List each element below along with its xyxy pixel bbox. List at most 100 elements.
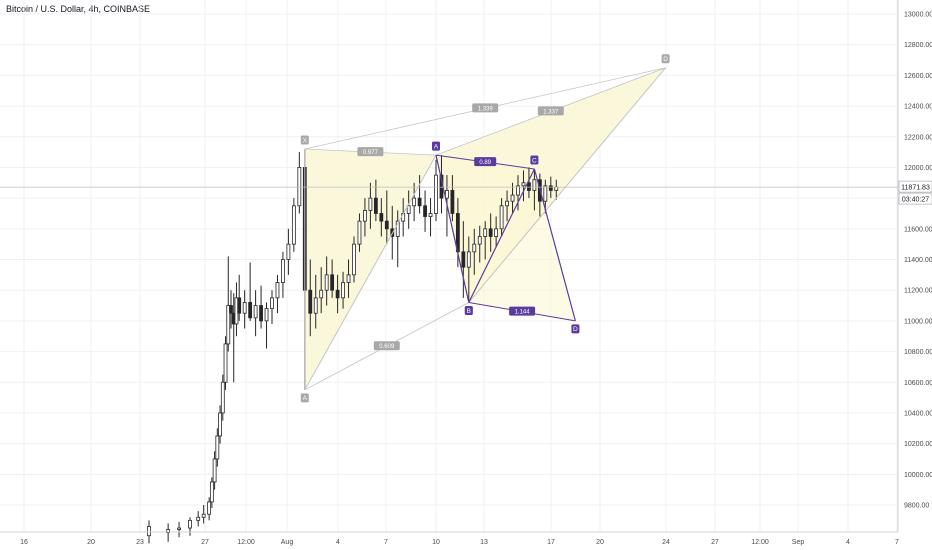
candle-body: [215, 435, 220, 460]
pattern-point-label-bg: [300, 135, 309, 145]
pattern-fill-bcd: [468, 168, 576, 321]
candle-body: [248, 302, 253, 319]
pattern-point-label-bg: [661, 54, 670, 64]
pattern-point-label-bg: [571, 324, 580, 334]
pattern-lines: [304, 67, 666, 391]
x-tick-label: 10: [432, 539, 440, 546]
candle-body: [212, 458, 217, 483]
candle-body: [286, 243, 291, 260]
candle-body: [445, 190, 449, 199]
candle-body: [373, 197, 378, 214]
candle-body: [308, 289, 313, 314]
y-tick-label: 11400.00: [904, 257, 932, 264]
y-tick-label: 12000.00: [904, 165, 932, 172]
y-tick-label: 10600.00: [904, 380, 932, 387]
candle-body: [346, 274, 351, 283]
x-tick-label: 7: [895, 539, 899, 546]
candle-body: [357, 220, 362, 245]
pattern-point-label: A: [434, 143, 439, 150]
price-axis[interactable]: 9800.00 10000.00 10200.00 10400.00 10600.00 1…: [0, 0, 932, 532]
candle-body: [499, 205, 504, 230]
x-tick-label: 12:00: [751, 539, 769, 546]
ratio-label: 1.144: [515, 310, 531, 316]
y-tick-label: 13000.00: [904, 12, 932, 19]
pattern-point-label: A: [303, 395, 308, 402]
candle-body: [330, 274, 335, 291]
candle-body: [166, 529, 171, 534]
candle-body: [297, 167, 302, 207]
y-tick-label: 10000.00: [904, 472, 932, 479]
pattern-point-label-bg: [432, 141, 440, 151]
candle-body: [324, 274, 329, 291]
ratio-label: 0.89: [479, 160, 491, 166]
candle-body: [275, 282, 280, 299]
pattern-point-label-bg: [530, 155, 539, 165]
candle-body: [406, 205, 411, 214]
x-tick-label: 24: [662, 539, 670, 546]
candle-body: [548, 185, 553, 191]
candle-body: [188, 519, 192, 529]
candle-body: [461, 251, 466, 268]
y-tick-label: 12400.00: [904, 104, 932, 111]
candle-body: [466, 251, 471, 268]
candle-body: [242, 302, 247, 314]
candle-body: [434, 174, 438, 214]
candle-body: [259, 305, 263, 322]
x-tick-label: 20: [87, 539, 95, 546]
pattern-leg: [304, 154, 437, 391]
x-tick-label: 20: [596, 539, 604, 546]
candle-body: [428, 213, 433, 217]
ratio-label-bg: [373, 341, 400, 351]
pattern-leg: [533, 168, 576, 322]
candle-body: [379, 213, 384, 222]
candle-body: [147, 526, 151, 537]
last-price-value: 11871.83: [901, 185, 930, 192]
candle-body: [417, 197, 422, 207]
x-tick-label: 12:00: [237, 539, 255, 546]
y-tick-label: 11200.00: [904, 288, 932, 295]
pattern-leg: [468, 67, 666, 303]
candle-body: [363, 209, 367, 222]
last-price-tag: [898, 180, 932, 193]
pattern-point-label: D: [573, 326, 578, 333]
candle-body: [313, 297, 318, 314]
candle-body: [521, 182, 526, 187]
candle-body: [527, 182, 531, 191]
candle-body: [207, 501, 212, 515]
ratio-label: 1.337: [543, 109, 559, 115]
pattern-leg: [468, 168, 535, 303]
candle-body: [554, 186, 559, 191]
candle-body: [488, 228, 493, 237]
candle-body: [253, 305, 258, 319]
y-tick-label: 11600.00: [904, 226, 932, 233]
candle-body: [237, 297, 242, 314]
candle-body: [477, 236, 482, 245]
candle-body: [543, 185, 548, 202]
y-tick-label: 10200.00: [904, 441, 932, 448]
candle-body: [510, 194, 515, 202]
candle-body: [264, 308, 269, 322]
candle-body: [395, 220, 400, 237]
candle-body: [319, 289, 324, 299]
candle-body: [177, 527, 181, 530]
x-tick-label: 27: [711, 539, 719, 546]
countdown-value: 03:40:27: [902, 197, 929, 204]
candle-body: [209, 481, 214, 503]
candle-body: [196, 516, 201, 521]
pattern-leg: [435, 155, 470, 303]
pattern-point-label: C: [532, 157, 537, 164]
time-axis[interactable]: 16 20 23 27 12:00 Aug 4 7 10 13 17 20 24 27 12:00 Sep 4 7: [0, 531, 899, 546]
x-tick-label: Aug: [281, 539, 294, 546]
ratio-label-bg: [509, 306, 536, 316]
candle-body: [335, 289, 340, 299]
y-tick-label: 12600.00: [904, 73, 932, 80]
ratio-label: 0.977: [363, 150, 379, 156]
y-tick-label: 12800.00: [904, 42, 932, 49]
ratio-label: 1.339: [478, 106, 494, 112]
candle-body: [368, 197, 373, 211]
candle-body: [281, 259, 285, 283]
x-tick-label: 17: [547, 539, 555, 546]
candle-body: [223, 343, 228, 383]
